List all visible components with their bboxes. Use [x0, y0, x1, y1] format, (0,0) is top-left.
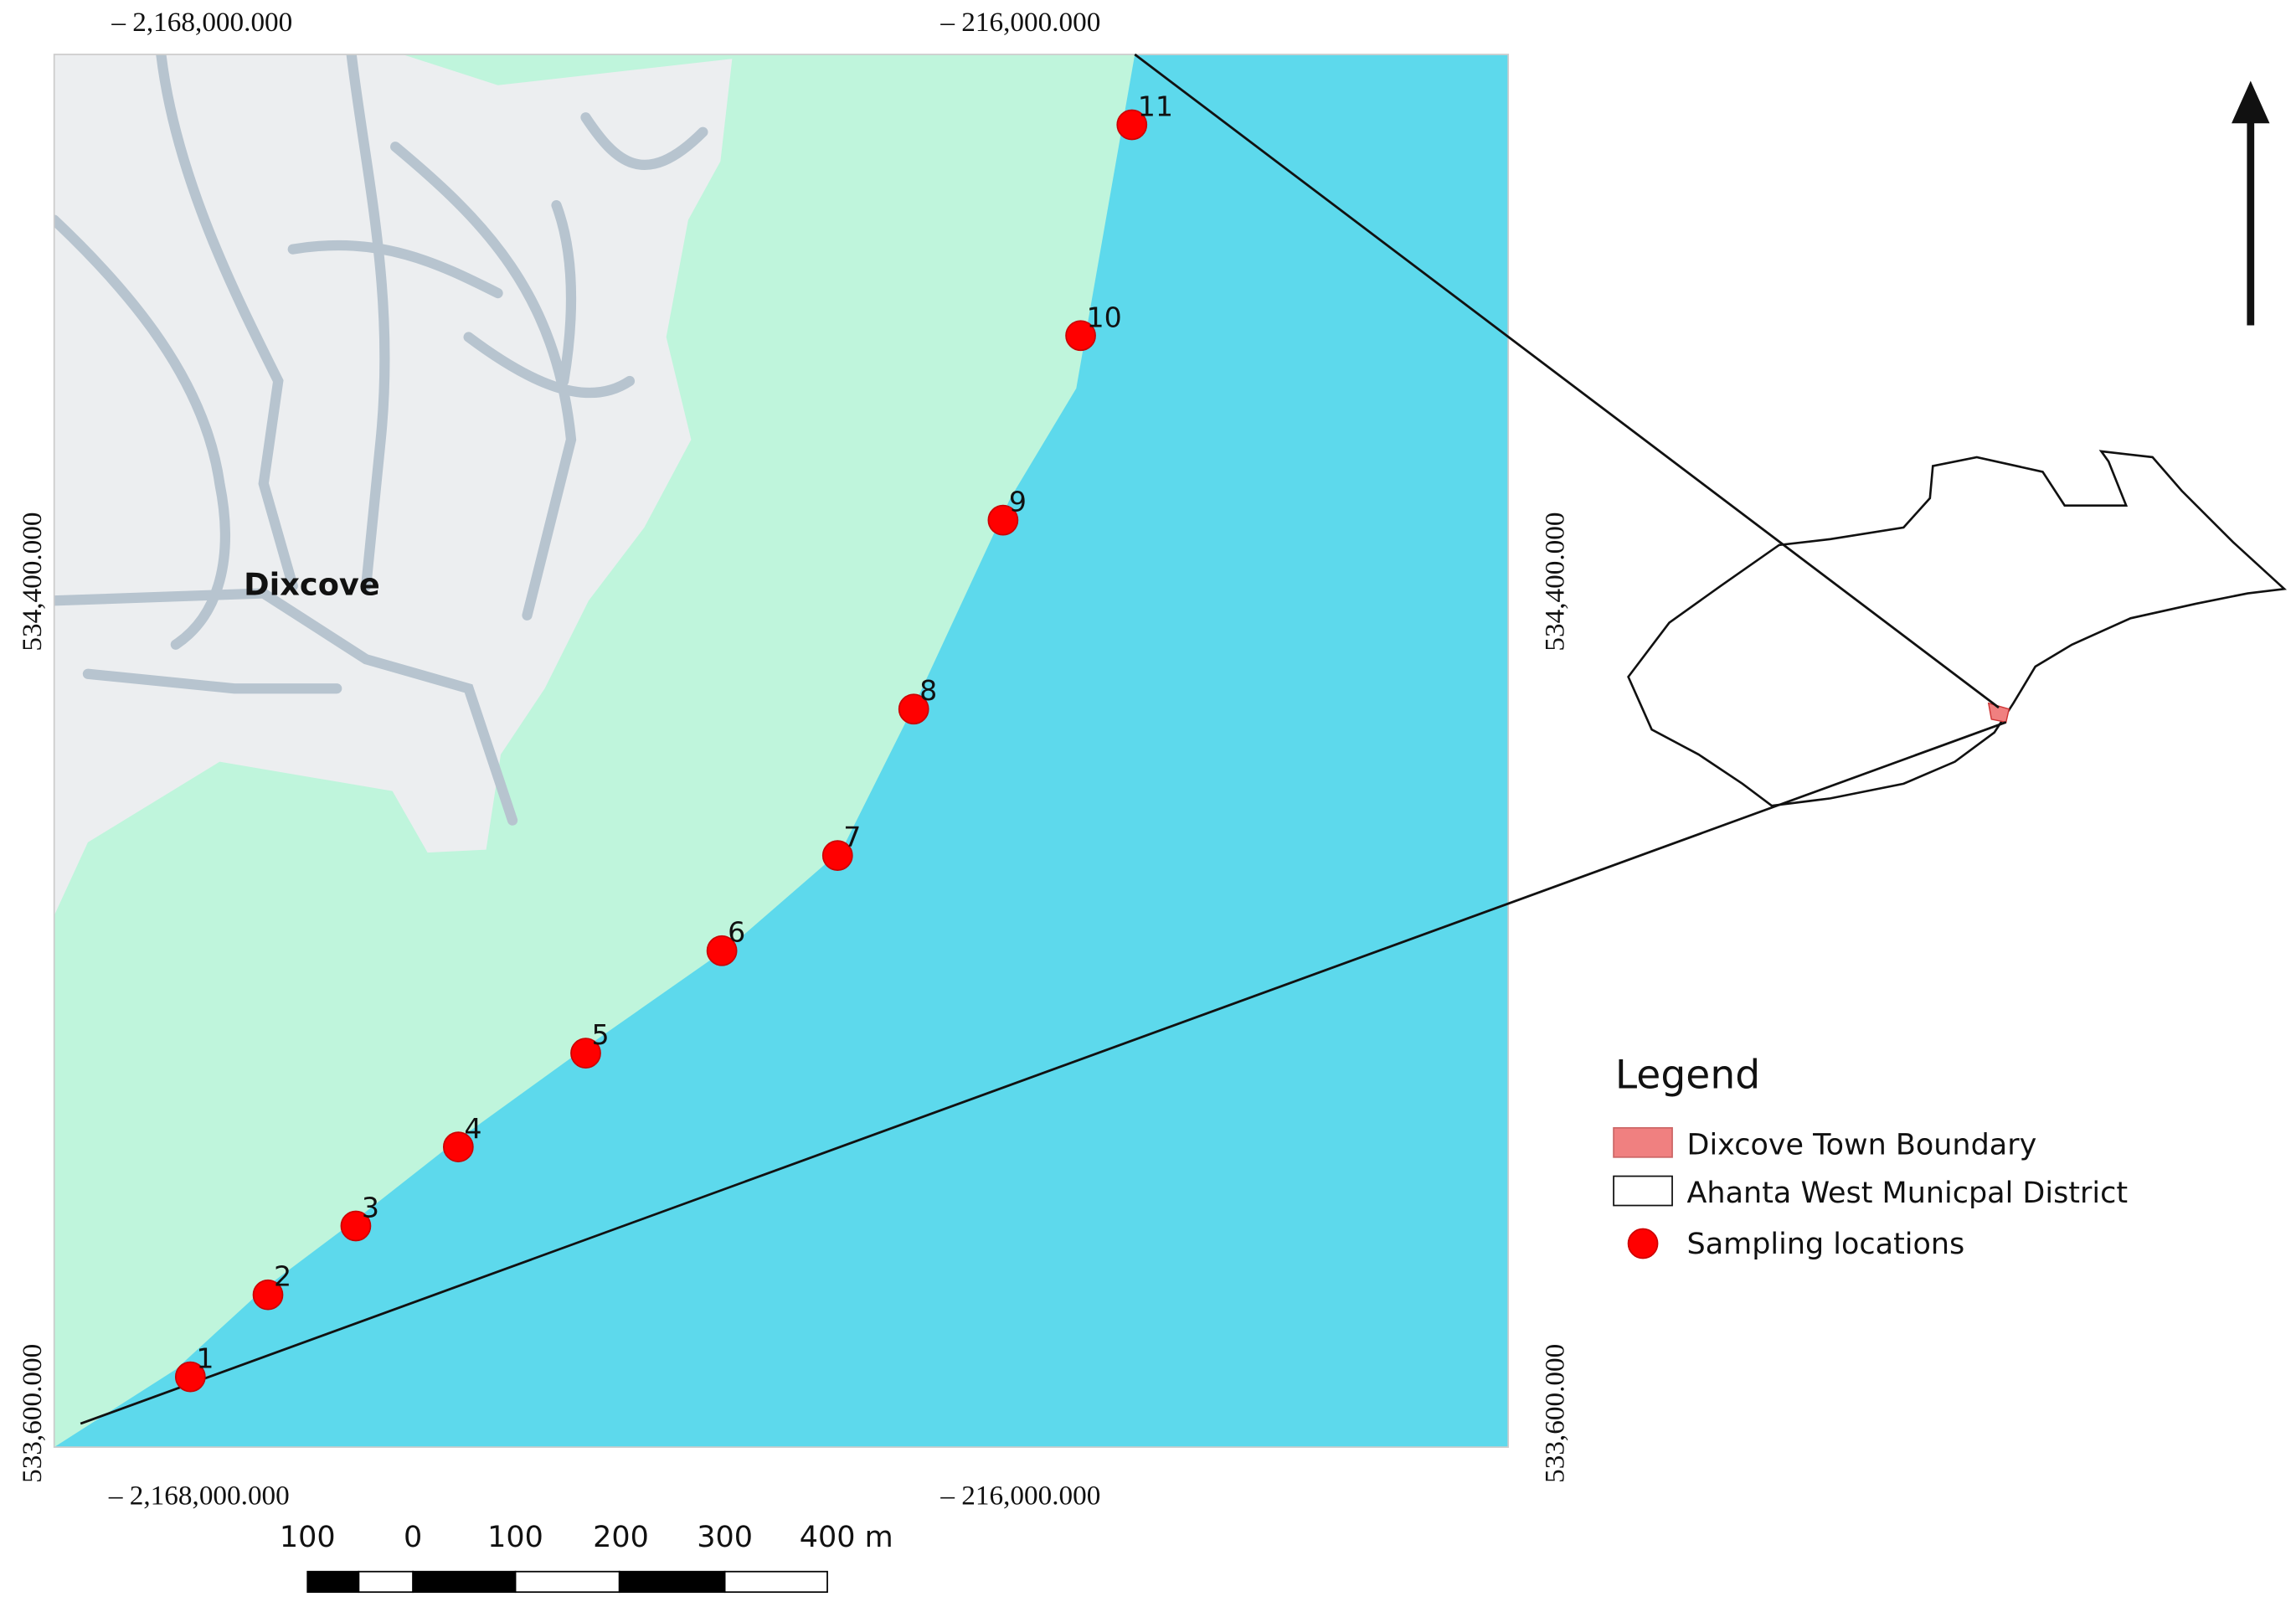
zoom-line [80, 721, 2007, 1425]
sampling-point [252, 1279, 284, 1311]
sampling-point [340, 1210, 372, 1242]
point-label: 5 [591, 1018, 609, 1051]
scale-bar: 100 0 100 200 300 400 m [280, 1521, 893, 1594]
coord-top: – 216,000.000 [940, 7, 1100, 38]
legend-swatch [1613, 1126, 1673, 1158]
roads [54, 54, 708, 826]
point-label: 10 [1087, 301, 1122, 333]
sampling-point [821, 840, 853, 871]
sampling-point [1116, 109, 1148, 141]
district-outline [1627, 450, 2288, 807]
legend-swatch [1627, 1228, 1659, 1259]
coord-left: 533,600.000 [17, 1344, 48, 1483]
scale-label: 100 [487, 1521, 543, 1554]
coord-left: 534,400.000 [17, 512, 48, 652]
point-label: 6 [728, 916, 745, 949]
coord-bottom: – 2,168,000.000 [108, 1480, 290, 1511]
coord-right: 534,400.000 [1540, 512, 1571, 652]
sampling-points: 1 2 3 4 5 6 7 8 9 10 11 [174, 90, 1173, 1393]
scale-label: 200 [593, 1521, 649, 1554]
sampling-point [442, 1131, 474, 1162]
map-frame [53, 54, 1510, 1448]
sampling-point [898, 693, 929, 725]
sampling-point [1065, 320, 1096, 352]
legend-label: Sampling locations [1687, 1228, 1965, 1261]
map-panel [54, 54, 1509, 1448]
legend-label: Dixcove Town Boundary [1687, 1128, 2037, 1161]
zoom-line [1134, 53, 2000, 709]
scale-label: 100 [280, 1521, 336, 1554]
sampling-point [987, 504, 1019, 536]
point-label: 2 [274, 1260, 291, 1293]
scale-label: 400 m [800, 1521, 893, 1554]
point-label: 1 [196, 1342, 214, 1375]
legend-label: Ahanta West Municpal District [1687, 1177, 2129, 1210]
scale-label: 0 [404, 1521, 422, 1554]
coord-right: 533,600.000 [1540, 1344, 1571, 1483]
point-label: 9 [1009, 486, 1027, 518]
sampling-point [174, 1361, 206, 1393]
legend-swatch [1613, 1175, 1673, 1207]
sampling-point [570, 1038, 601, 1069]
coord-top: – 2,168,000.000 [111, 7, 292, 38]
town-label: Dixcove [244, 566, 380, 602]
scale-label: 300 [697, 1521, 753, 1554]
legend-title: Legend [1615, 1053, 1760, 1099]
point-label: 7 [843, 821, 861, 853]
north-arrow-head [2232, 80, 2270, 124]
point-label: 11 [1138, 90, 1173, 122]
point-label: 4 [464, 1112, 481, 1145]
coord-bottom: – 216,000.000 [940, 1480, 1100, 1511]
sea [54, 54, 1509, 1448]
point-label: 3 [362, 1192, 379, 1224]
sampling-point [706, 935, 738, 966]
point-label: 8 [919, 674, 937, 707]
